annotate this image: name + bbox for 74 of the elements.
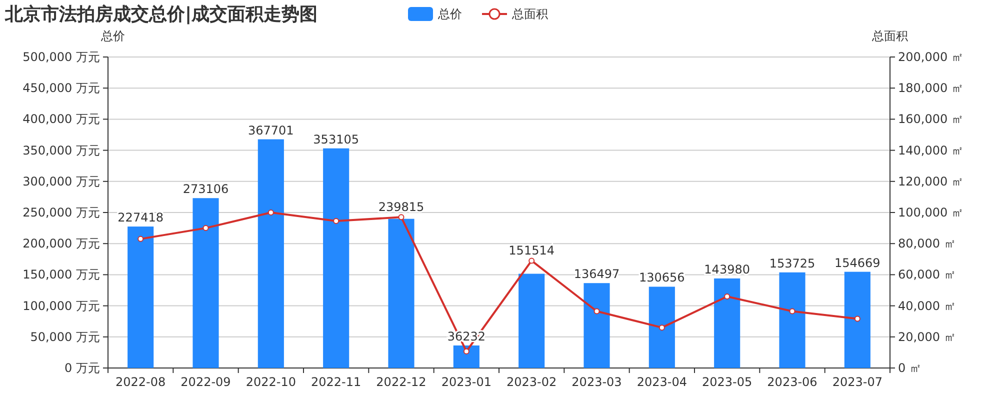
data-label: 367701 [248, 123, 294, 138]
y2-tick-label: 0 ㎡ [898, 361, 922, 375]
y2-axis-title: 总面积 [871, 29, 908, 43]
data-label: 153725 [769, 256, 816, 270]
point [202, 225, 209, 232]
y-axis-title: 总价 [100, 29, 125, 43]
y2-tick-label: 120,000 ㎡ [898, 174, 964, 188]
y-tick-label: 450,000 万元 [22, 81, 100, 96]
data-label: 273106 [182, 182, 229, 196]
chart-title: 北京市法拍房成交总价|成交面积走势图 [4, 4, 318, 25]
y2-tick-label: 200,000 ㎡ [898, 50, 964, 64]
y2-tick-label: 20,000 ㎡ [898, 330, 956, 344]
bar [388, 218, 414, 368]
x-tick-label: 2023-01 [441, 375, 492, 389]
point [594, 308, 600, 314]
x-tick-label: 2023-03 [572, 375, 622, 389]
bar [584, 283, 610, 368]
data-label: 136497 [574, 267, 620, 282]
bar [258, 139, 284, 368]
data-label: 353105 [313, 132, 359, 146]
data-label: 151514 [508, 244, 554, 258]
y-tick-label: 50,000 万元 [30, 330, 100, 344]
point [268, 210, 274, 216]
point [528, 258, 535, 264]
y-tick-label: 150,000 万元 [22, 268, 100, 282]
x-tick-label: 2022-11 [311, 375, 362, 389]
y2-tick-label: 180,000 ㎡ [898, 81, 964, 96]
y2-tick-label: 40,000 ㎡ [898, 298, 956, 313]
point [789, 308, 796, 314]
point [658, 324, 665, 331]
x-tick-label: 2022-10 [246, 375, 296, 389]
data-label: 227418 [118, 210, 164, 225]
x-tick-label: 2023-06 [767, 375, 818, 389]
bar [779, 272, 806, 368]
y-tick-label: 400,000 万元 [22, 112, 100, 126]
y-tick-label: 350,000 万元 [22, 143, 100, 158]
x-tick-label: 2022-12 [376, 375, 426, 389]
bar [648, 286, 675, 368]
y2-tick-label: 60,000 ㎡ [898, 268, 956, 282]
data-label: 130656 [639, 270, 685, 285]
y-tick-label: 500,000 万元 [22, 50, 100, 64]
x-tick-label: 2023-05 [702, 375, 752, 389]
bar [714, 278, 740, 368]
bar [128, 226, 154, 368]
y-tick-label: 100,000 万元 [22, 298, 100, 313]
bar [844, 272, 870, 368]
bar [323, 148, 350, 368]
data-label: 239815 [378, 200, 424, 214]
point [463, 348, 470, 354]
point [724, 293, 730, 300]
y-tick-label: 200,000 万元 [22, 236, 100, 251]
bar [453, 345, 480, 368]
y2-tick-label: 140,000 ㎡ [898, 143, 964, 158]
y2-tick-label: 160,000 ㎡ [898, 112, 964, 126]
x-tick-label: 2023-07 [832, 375, 882, 389]
x-tick-label: 2023-02 [506, 375, 557, 389]
y-tick-label: 300,000 万元 [22, 174, 100, 188]
legend-label: 总面积 [511, 7, 548, 21]
x-tick-label: 2022-09 [180, 375, 231, 389]
y-tick-label: 250,000 万元 [22, 206, 100, 220]
point [138, 236, 144, 242]
x-tick-label: 2023-04 [636, 375, 687, 389]
y-tick-label: 0 万元 [64, 361, 100, 375]
point [854, 316, 860, 322]
point [398, 214, 404, 220]
point [333, 218, 340, 224]
data-label: 154669 [834, 256, 880, 270]
x-tick-label: 2022-08 [116, 375, 166, 389]
bar [518, 274, 545, 368]
bar [192, 198, 219, 368]
data-label: 143980 [704, 262, 750, 276]
legend-label: 总价 [437, 7, 462, 21]
y2-tick-label: 100,000 ㎡ [898, 206, 964, 220]
y2-tick-label: 80,000 ㎡ [898, 236, 956, 251]
